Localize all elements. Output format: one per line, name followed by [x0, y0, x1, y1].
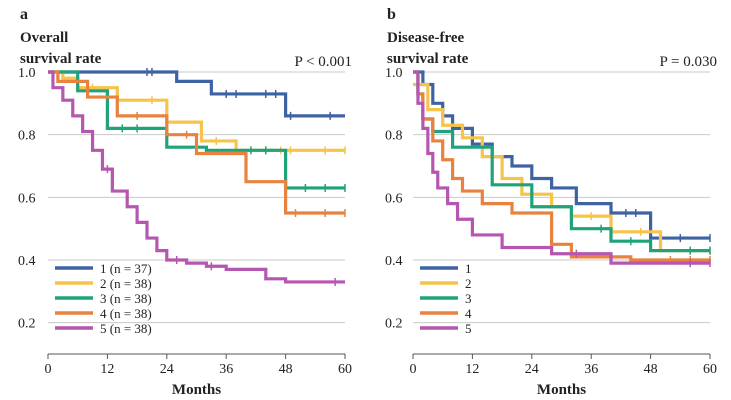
panel-a-legend-label-2: 2 (n = 38) [100, 276, 152, 291]
panel-a-series-line-5 [48, 70, 345, 284]
panel-a-ytick-label: 1.0 [18, 66, 36, 81]
panel-a-label: a [20, 6, 28, 23]
panel-a-xtick-label: 0 [45, 362, 52, 377]
panel-b-ytick-label: 0.8 [385, 129, 403, 144]
panel-a-series-line-3 [48, 70, 345, 190]
panel-a-p-value: P < 0.001 [295, 54, 353, 70]
panel-b-legend-label-3: 3 [465, 291, 472, 306]
panel-a-ytick-label: 0.6 [18, 191, 36, 206]
panel-b-x-axis-label: Months [537, 382, 586, 398]
panel-b-ytick-label: 1.0 [385, 66, 403, 81]
panel-b-ytick-label: 0.6 [385, 191, 403, 206]
panel-a-title-line: survival rate [20, 51, 102, 67]
panel-b-xtick-label: 60 [703, 362, 717, 377]
panel-b-series-line-3 [413, 70, 710, 253]
panel-a-xtick-label: 24 [160, 362, 174, 377]
panel-b-xtick-label: 0 [410, 362, 417, 377]
panel-a-series-line-1 [48, 70, 345, 118]
panel-a-xtick-label: 48 [279, 362, 293, 377]
panel-b-p-value: P = 0.030 [660, 54, 718, 70]
panel-b-series-line-2 [413, 82, 710, 253]
panel-b-series-line-4 [413, 70, 710, 262]
panel-b-xtick-label: 12 [465, 362, 479, 377]
panel-a-x-axis-label: Months [172, 382, 221, 398]
panel-b-label: b [387, 6, 396, 23]
panel-b-title-line: Disease-free [387, 30, 465, 46]
panel-b-legend-label-4: 4 [465, 306, 472, 321]
panel-b-xtick-label: 48 [644, 362, 658, 377]
panel-b-legend-label-2: 2 [465, 276, 472, 291]
panel-a-legend-label-5: 5 (n = 38) [100, 321, 152, 336]
panel-a-ytick-label: 0.8 [18, 129, 36, 144]
panel-a-legend-label-3: 3 (n = 38) [100, 291, 152, 306]
panel-b-ytick-label: 0.2 [385, 317, 403, 332]
panel-a-series-line-2 [48, 70, 345, 152]
panel-a-title-line: Overall [20, 30, 68, 46]
panel-b-xtick-label: 24 [525, 362, 539, 377]
panel-a-series-line-4 [48, 70, 345, 215]
panel-b-title-line: survival rate [387, 51, 469, 67]
panel-b-legend-label-1: 1 [465, 261, 472, 276]
panel-a-ytick-label: 0.4 [18, 254, 36, 269]
panel-b-ytick-label: 0.4 [385, 254, 403, 269]
panel-a-xtick-label: 60 [338, 362, 352, 377]
panel-a-xtick-label: 12 [100, 362, 114, 377]
panel-a-xtick-label: 36 [219, 362, 233, 377]
panel-b-legend-label-5: 5 [465, 321, 472, 336]
panel-b-series-line-5 [413, 70, 710, 265]
panel-a-ytick-label: 0.2 [18, 317, 36, 332]
panel-b-xtick-label: 36 [584, 362, 598, 377]
panel-a-legend-label-4: 4 (n = 38) [100, 306, 152, 321]
panel-a-legend-label-1: 1 (n = 37) [100, 261, 152, 276]
